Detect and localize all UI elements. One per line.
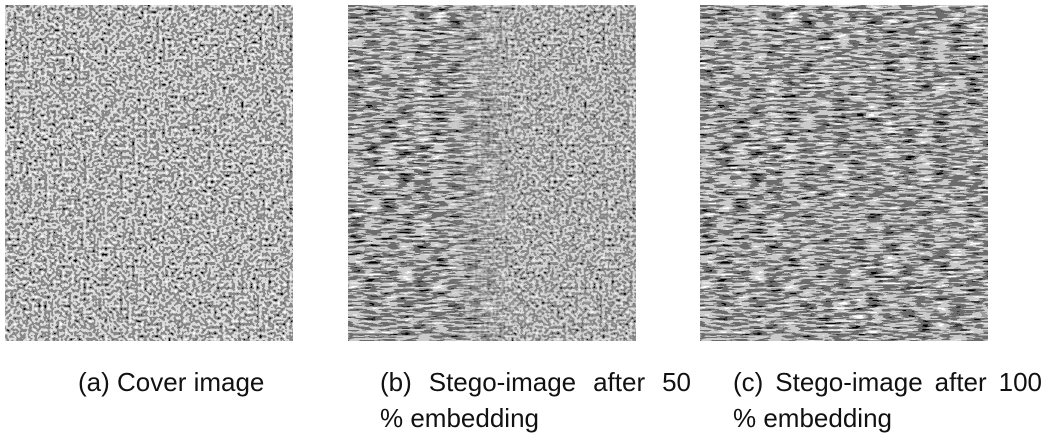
caption: (b) Stego-image after 50 % embedding <box>380 367 691 433</box>
stego-image-100 <box>700 5 988 341</box>
caption: (c) Stego-image after 100 % embedding <box>733 367 1042 433</box>
caption: (a) Cover image <box>78 367 265 397</box>
noise-pattern <box>5 5 293 341</box>
stripe-pattern <box>700 5 988 341</box>
cover-image <box>5 5 293 341</box>
noise-pattern <box>348 5 636 341</box>
stego-image-50 <box>348 5 636 341</box>
